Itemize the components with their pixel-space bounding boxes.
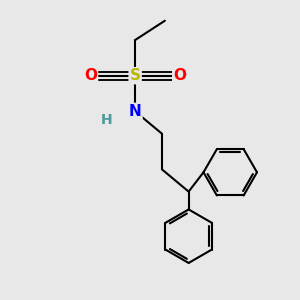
Text: O: O: [84, 68, 97, 83]
Text: O: O: [173, 68, 186, 83]
Text: S: S: [130, 68, 141, 83]
Text: H: H: [101, 113, 113, 127]
Text: N: N: [129, 104, 142, 119]
